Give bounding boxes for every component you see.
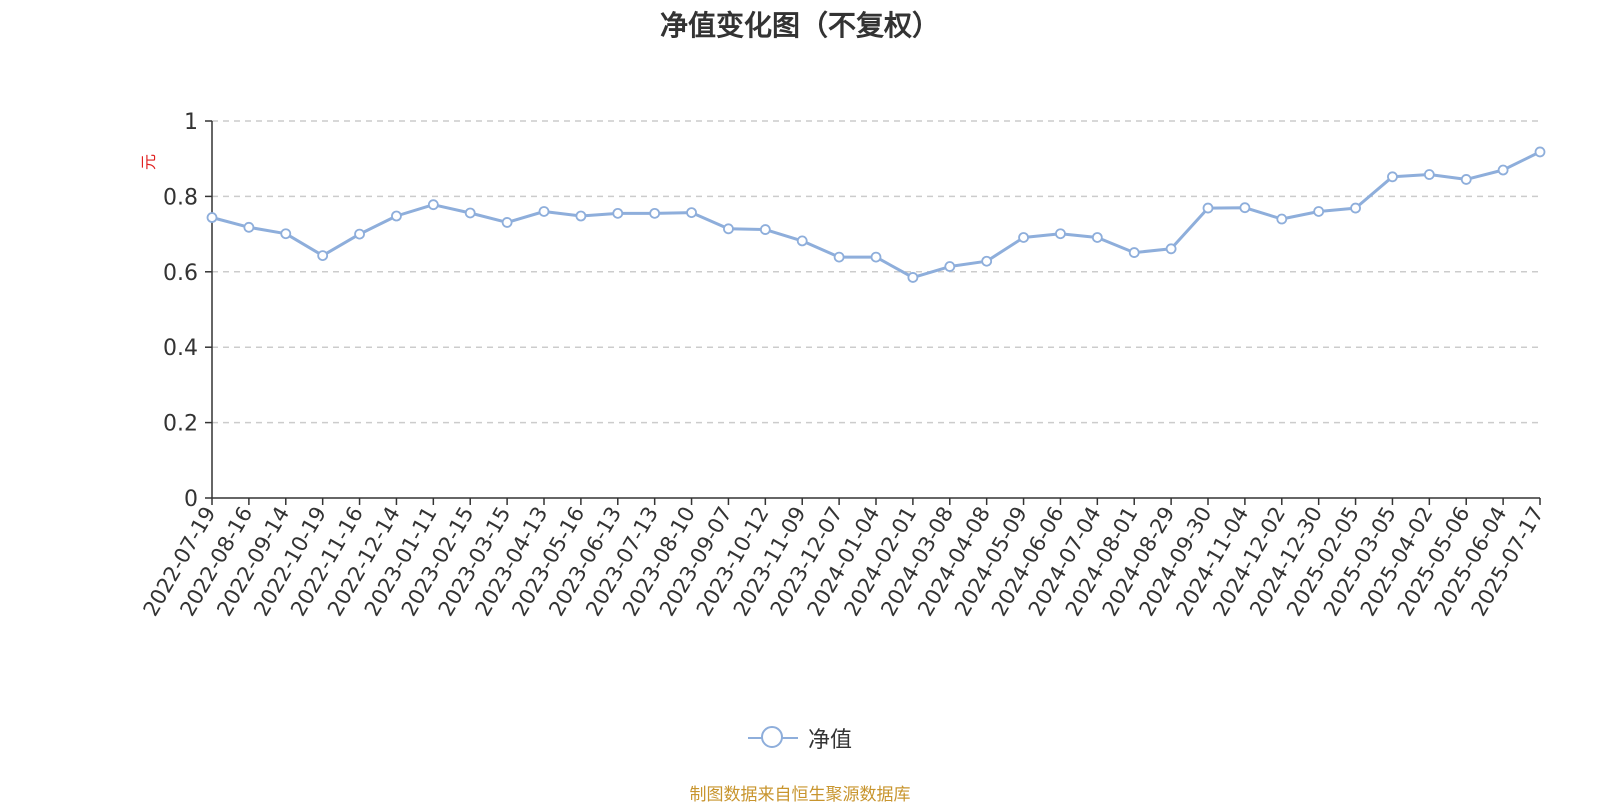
data-point[interactable] — [723, 223, 734, 235]
data-point[interactable] — [538, 206, 550, 217]
data-point[interactable] — [686, 207, 697, 219]
data-point[interactable] — [1460, 174, 1472, 185]
data-point[interactable] — [981, 255, 993, 267]
data-point[interactable] — [1423, 169, 1435, 180]
data-point[interactable] — [354, 228, 365, 240]
legend-series-label: 净值 — [807, 728, 852, 753]
y-tick-label: 0.2 — [163, 412, 198, 437]
data-point[interactable] — [944, 261, 956, 272]
y-tick-label: 0.4 — [163, 336, 198, 361]
data-point[interactable] — [1239, 202, 1251, 214]
series-layer — [206, 146, 1546, 283]
data-point[interactable] — [1018, 232, 1029, 243]
source-note: 制图数据来自恒生聚源数据库 — [689, 785, 911, 805]
data-point[interactable] — [1350, 202, 1361, 214]
y-tick-label: 0 — [184, 487, 198, 512]
data-point[interactable] — [1276, 213, 1288, 225]
data-point[interactable] — [870, 251, 882, 263]
data-point[interactable] — [1165, 243, 1177, 255]
data-point[interactable] — [1313, 206, 1325, 217]
data-point[interactable] — [391, 210, 402, 222]
data-point[interactable] — [649, 207, 661, 219]
data-point[interactable] — [501, 217, 513, 228]
data-point[interactable] — [1055, 228, 1066, 240]
data-point[interactable] — [1387, 171, 1398, 183]
data-point[interactable] — [243, 221, 255, 233]
chart-title: 净值变化图（不复权） — [659, 9, 940, 42]
axes — [205, 120, 1541, 505]
legend[interactable]: 净值 — [0, 722, 1600, 754]
data-point[interactable] — [317, 250, 329, 261]
data-point[interactable] — [907, 272, 919, 283]
data-point[interactable] — [833, 251, 845, 263]
data-point[interactable] — [1534, 146, 1546, 158]
data-point[interactable] — [1128, 247, 1140, 258]
circle-marker-icon — [760, 726, 783, 748]
grid-lines — [212, 120, 1540, 424]
y-axis-label: 元 — [139, 154, 158, 170]
data-point[interactable] — [280, 228, 292, 240]
y-tick-label: 1 — [184, 110, 198, 135]
data-point[interactable] — [1497, 164, 1509, 176]
y-tick-label: 0.6 — [163, 261, 198, 286]
data-point[interactable] — [464, 207, 476, 219]
data-point[interactable] — [575, 210, 587, 222]
data-point[interactable] — [796, 235, 808, 247]
data-point[interactable] — [759, 224, 771, 235]
y-tick-labels: 0 0.2 0.4 0.6 0.8 1 — [163, 110, 198, 512]
legend-series-symbol — [747, 725, 798, 751]
y-tick-label: 0.8 — [163, 185, 198, 210]
data-point[interactable] — [206, 212, 218, 223]
data-point[interactable] — [612, 207, 624, 219]
data-point[interactable] — [1202, 202, 1214, 214]
data-point[interactable] — [427, 199, 439, 211]
x-tick-labels: 2022-07-192022-08-162022-09-142022-10-19… — [139, 503, 1549, 621]
data-point[interactable] — [1091, 232, 1103, 243]
